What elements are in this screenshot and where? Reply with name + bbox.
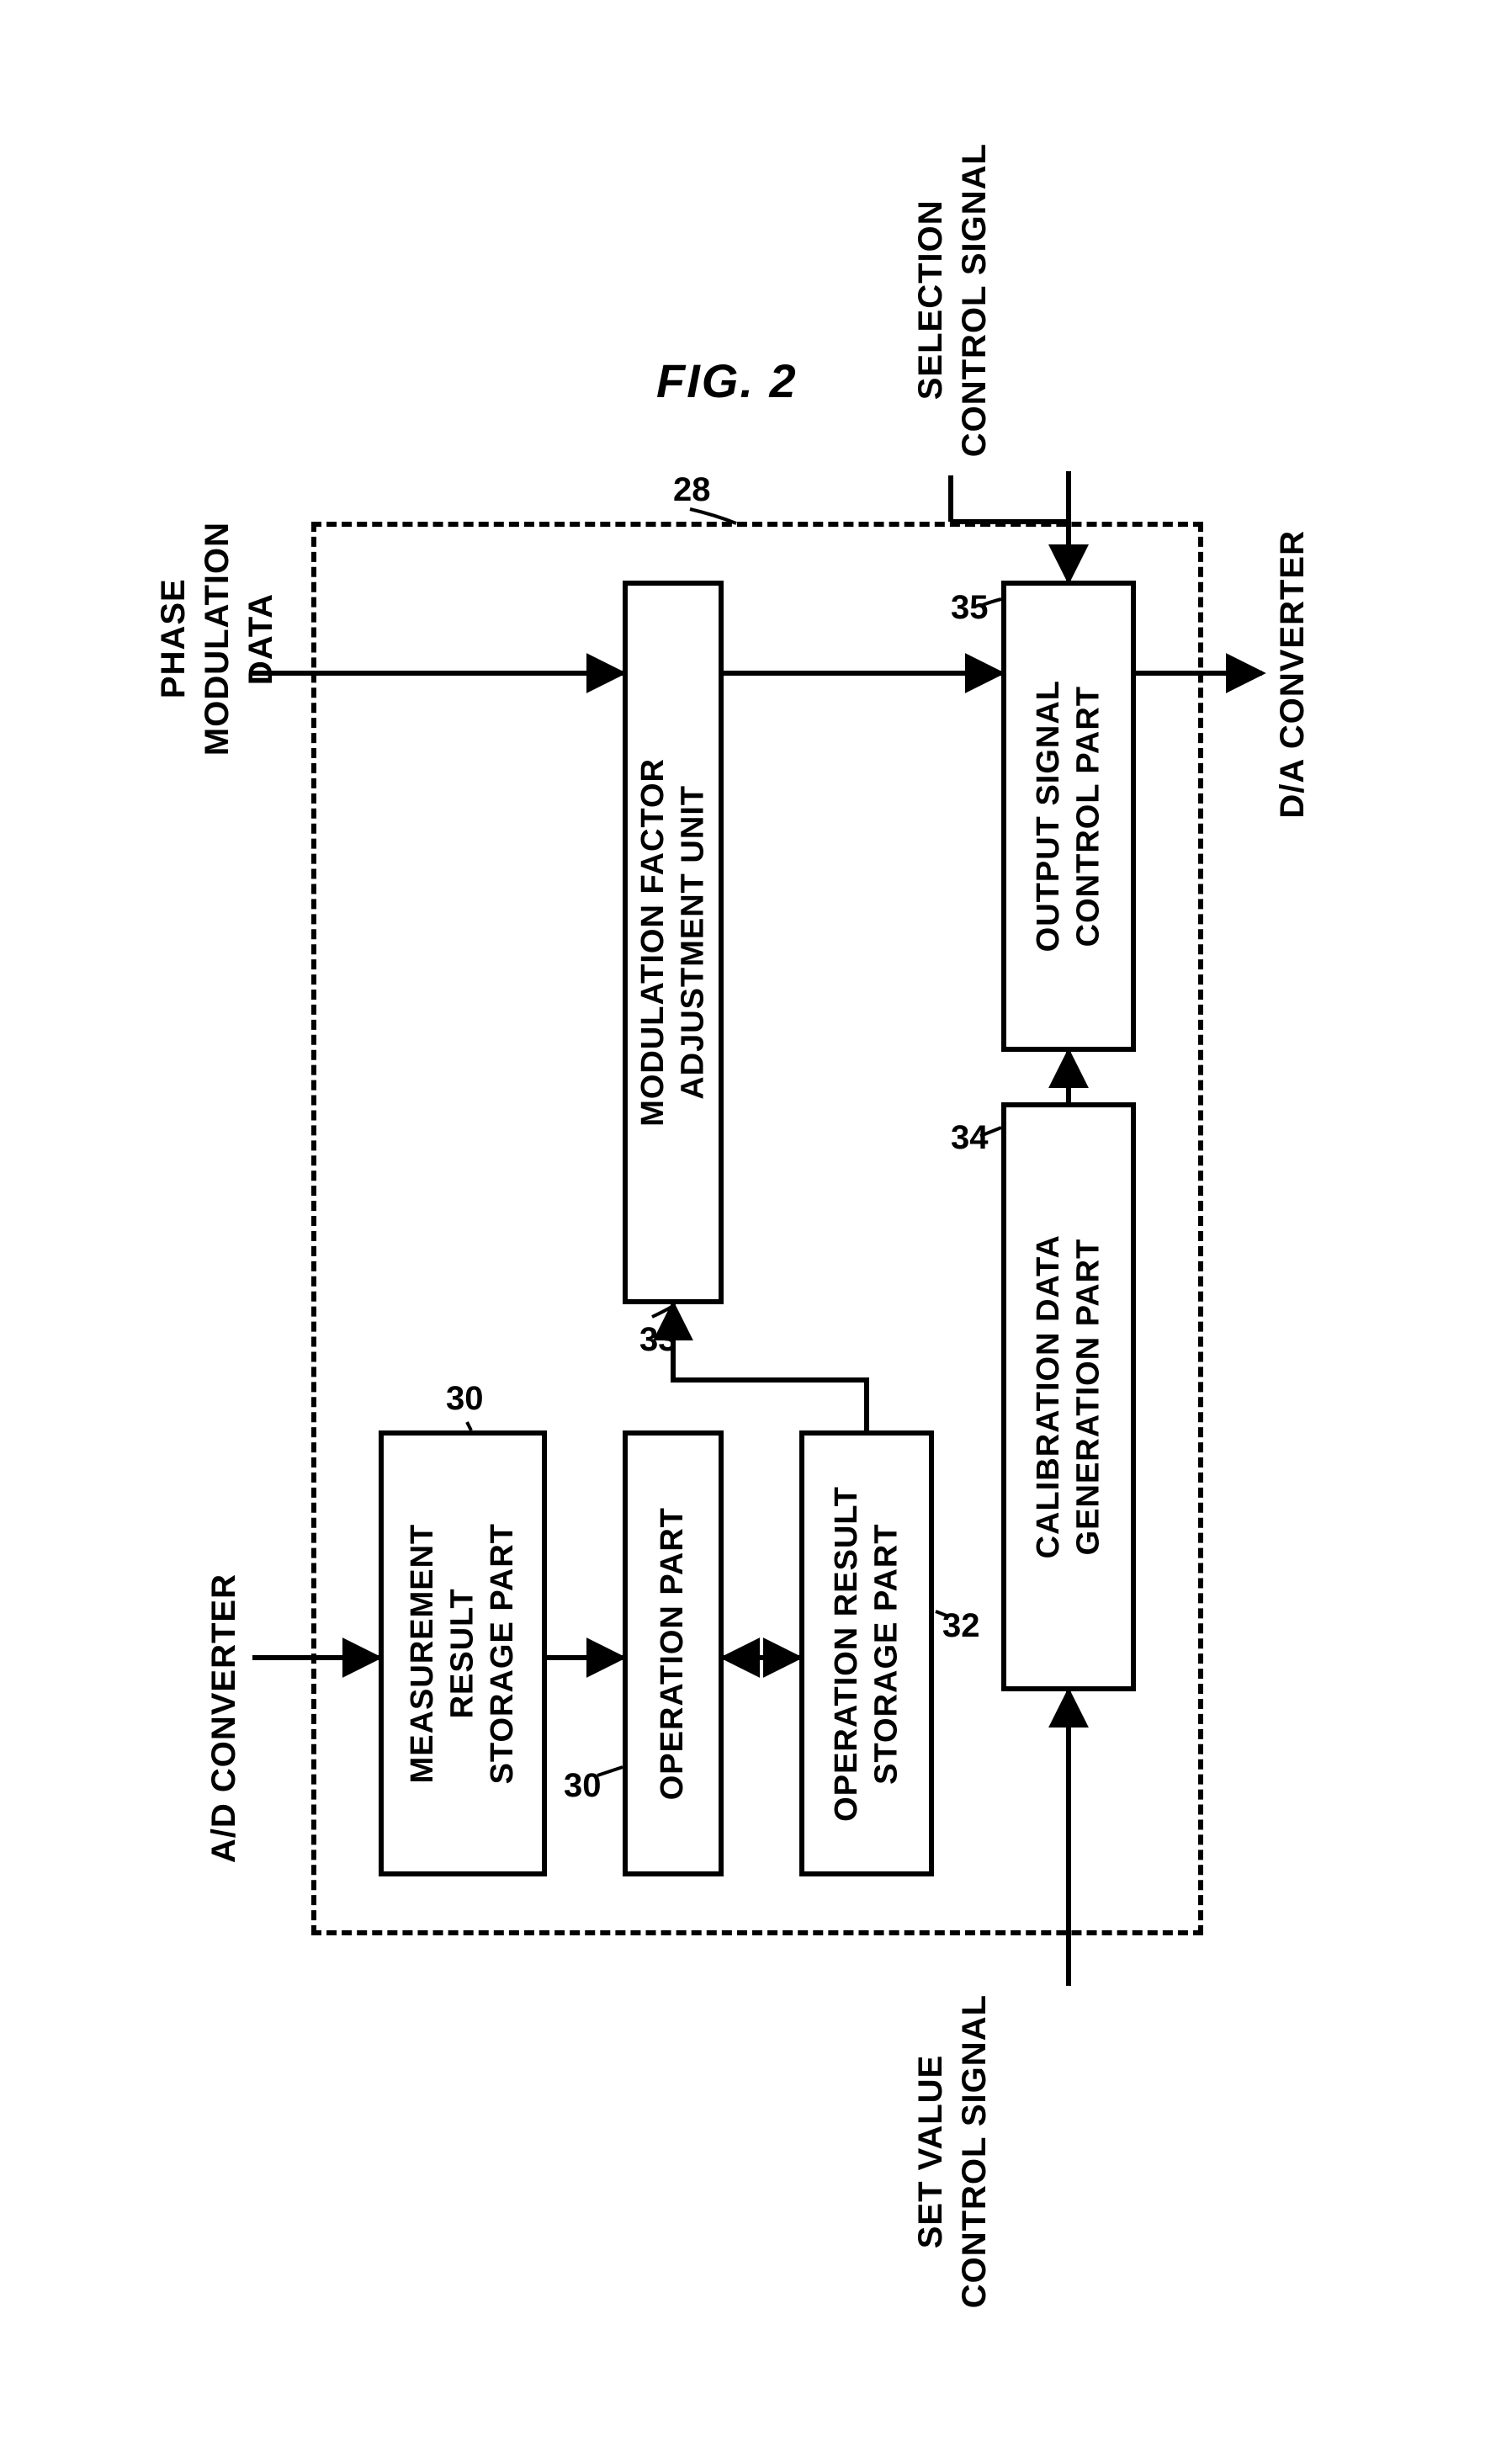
block-num-34: 34 bbox=[951, 1119, 989, 1157]
block-modulation-factor-adjustment: MODULATION FACTOR ADJUSTMENT UNIT bbox=[623, 581, 724, 1304]
block-num-33: 33 bbox=[639, 1321, 677, 1359]
block-label: MODULATION FACTOR ADJUSTMENT UNIT bbox=[634, 758, 714, 1127]
label-ad-converter: A/D CONVERTER bbox=[202, 1574, 246, 1863]
block-label: OUTPUT SIGNAL CONTROL PART bbox=[1029, 680, 1109, 952]
block-num-32: 32 bbox=[942, 1607, 980, 1645]
block-label: MEASUREMENT RESULT STORAGE PART bbox=[403, 1523, 523, 1784]
label-selection-control-signal: SELECTION CONTROL SIGNAL bbox=[909, 143, 996, 457]
figure-title: FIG. 2 bbox=[656, 353, 798, 408]
block-label: CALIBRATION DATA GENERATION PART bbox=[1029, 1234, 1109, 1558]
block-output-signal-control: OUTPUT SIGNAL CONTROL PART bbox=[1001, 581, 1136, 1052]
block-operation-result-storage: OPERATION RESULT STORAGE PART bbox=[799, 1430, 934, 1876]
label-da-converter: D/A CONVERTER bbox=[1271, 530, 1314, 819]
module-ref-num: 28 bbox=[673, 471, 711, 509]
block-num-30b: 30 bbox=[564, 1767, 602, 1805]
block-operation-part: OPERATION PART bbox=[623, 1430, 724, 1876]
block-num-30a: 30 bbox=[446, 1380, 484, 1418]
label-set-value-control-signal: SET VALUE CONTROL SIGNAL bbox=[909, 1994, 996, 2308]
block-measurement-result-storage: MEASUREMENT RESULT STORAGE PART bbox=[379, 1430, 547, 1876]
block-label: OPERATION PART bbox=[653, 1507, 693, 1800]
block-num-35: 35 bbox=[951, 589, 989, 627]
block-label: OPERATION RESULT STORAGE PART bbox=[827, 1486, 907, 1822]
label-phase-modulation-data: PHASE MODULATION DATA bbox=[151, 522, 283, 756]
diagram-canvas: FIG. 2 28 PHASE MODULATION DATA A/D CONV… bbox=[0, 0, 1512, 2452]
block-calibration-data-generation: CALIBRATION DATA GENERATION PART bbox=[1001, 1102, 1136, 1691]
